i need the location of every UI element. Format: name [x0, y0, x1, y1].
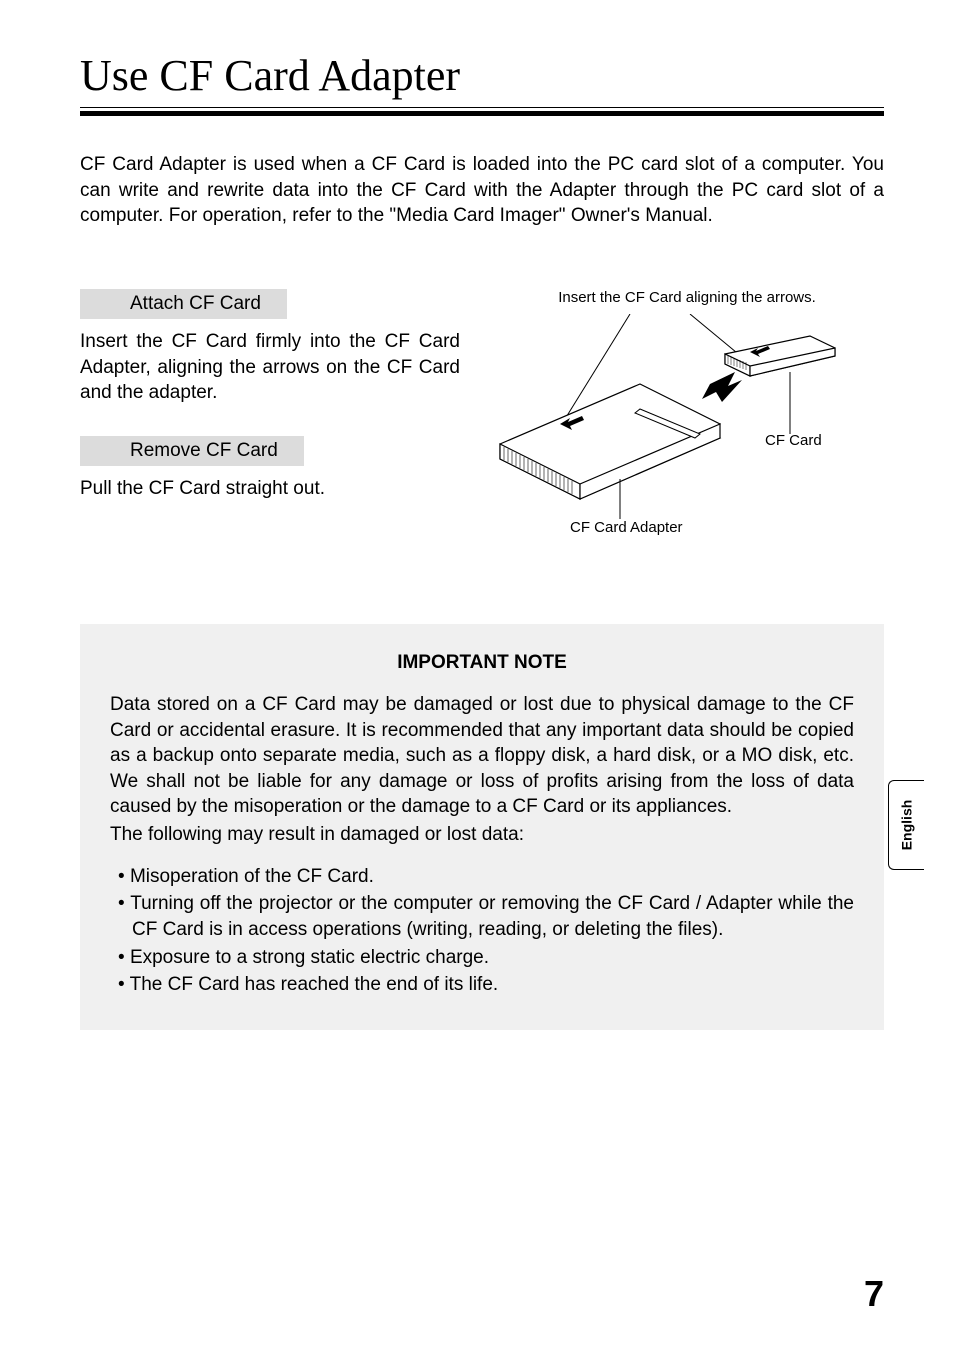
note-intro-line: The following may result in damaged or l… [110, 822, 854, 848]
insertion-arrow-icon [702, 372, 742, 402]
diagram-svg [490, 314, 860, 534]
remove-heading: Remove CF Card [80, 436, 304, 466]
important-note-box: IMPORTANT NOTE Data stored on a CF Card … [80, 624, 884, 1030]
adapter-label: CF Card Adapter [570, 519, 683, 536]
title-rule-thick [80, 111, 884, 116]
left-column: Attach CF Card Insert the CF Card firmly… [80, 289, 460, 534]
attach-heading: Attach CF Card [80, 289, 287, 319]
cf-card-label: CF Card [765, 432, 822, 449]
language-tab: English [888, 780, 924, 870]
adapter-shape [500, 384, 720, 499]
page-number: 7 [864, 1273, 884, 1315]
language-tab-label: English [899, 800, 915, 851]
page-title: Use CF Card Adapter [80, 50, 884, 101]
note-paragraph: Data stored on a CF Card may be damaged … [110, 692, 854, 820]
cf-adapter-diagram: CF Card CF Card Adapter [490, 314, 860, 534]
manual-page: Use CF Card Adapter CF Card Adapter is u… [0, 0, 954, 1355]
note-bullet: Misoperation of the CF Card. [118, 864, 854, 890]
diagram-top-caption: Insert the CF Card aligning the arrows. [490, 289, 884, 306]
intro-paragraph: CF Card Adapter is used when a CF Card i… [80, 152, 884, 229]
two-column-section: Attach CF Card Insert the CF Card firmly… [80, 289, 884, 534]
note-bullet-list: Misoperation of the CF Card. Turning off… [110, 864, 854, 998]
attach-body: Insert the CF Card firmly into the CF Ca… [80, 329, 460, 406]
note-title: IMPORTANT NOTE [110, 652, 854, 674]
title-rule-thin [80, 107, 884, 108]
note-bullet: Exposure to a strong static electric cha… [118, 945, 854, 971]
remove-body: Pull the CF Card straight out. [80, 476, 460, 502]
right-column: Insert the CF Card aligning the arrows. [490, 289, 884, 534]
note-bullet: Turning off the projector or the compute… [118, 891, 854, 942]
note-bullet: The CF Card has reached the end of its l… [118, 972, 854, 998]
cf-card-shape [725, 336, 835, 376]
